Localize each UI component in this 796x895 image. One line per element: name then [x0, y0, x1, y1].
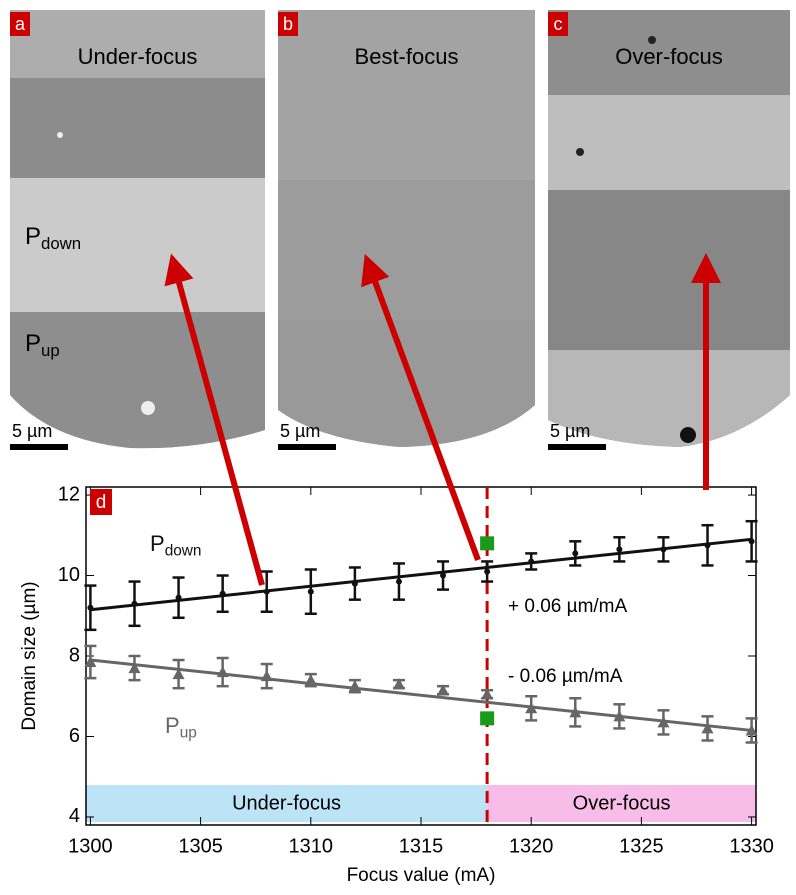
y-tick-label: 10 [58, 564, 80, 586]
point [176, 595, 182, 601]
slope-label: + 0.06 µm/mA [508, 596, 628, 617]
panel-title: Best-focus [355, 44, 459, 69]
fit-line [90, 660, 751, 730]
image-c [548, 10, 790, 450]
chart: Under-focus Over-focus 1300 1305 1310 1315 132… [19, 483, 774, 886]
y-axis-label: Domain size (µm) [19, 581, 40, 730]
series-label-sub: up [180, 725, 197, 742]
region-label: Over-focus [573, 792, 671, 814]
region-label: Under-focus [232, 792, 341, 814]
y-tick-label: 8 [69, 644, 80, 666]
domain-label-sub: down [41, 235, 81, 254]
scale-label: 5 µm [280, 421, 320, 441]
panel-title: Under-focus [78, 44, 198, 69]
x-tick-label: 1320 [509, 835, 554, 857]
slope-label: - 0.06 µm/mA [508, 666, 623, 687]
point [616, 546, 622, 552]
domain-label-main: P [25, 223, 41, 250]
marker [480, 711, 494, 725]
series-label-sub: down [165, 543, 202, 560]
series-label-main: P [165, 713, 180, 738]
point [308, 589, 314, 595]
point [352, 581, 358, 587]
point [261, 670, 273, 681]
point [660, 546, 666, 552]
panel-label: a [15, 14, 26, 34]
point [264, 589, 270, 595]
x-axis-label: Focus value (mA) [347, 865, 496, 886]
point [305, 674, 317, 685]
point [705, 542, 711, 548]
domain-label-main: P [25, 330, 41, 357]
panel-label: b [283, 14, 293, 34]
x-tick-label: 1300 [68, 835, 113, 857]
point [87, 605, 93, 611]
x-tick-label: 1325 [619, 835, 664, 857]
scale-label: 5 µm [550, 421, 590, 441]
point [220, 591, 226, 597]
point [349, 680, 361, 691]
series-label-main: P [150, 531, 165, 556]
point [396, 579, 402, 585]
domain-label-sub: up [41, 342, 60, 361]
x-tick-label: 1315 [399, 835, 444, 857]
y-tick-label: 4 [69, 805, 80, 827]
x-tick-label: 1305 [178, 835, 223, 857]
image-b [278, 10, 535, 450]
image-a [10, 10, 265, 452]
panel-label: c [554, 14, 563, 34]
panel-label: d [96, 492, 107, 513]
scale-label: 5 µm [12, 421, 52, 441]
marker [480, 536, 494, 550]
point [440, 573, 446, 579]
point [217, 666, 229, 677]
series-label: Pdown [150, 531, 201, 560]
point [749, 538, 755, 544]
point [131, 601, 137, 607]
scale-bar [278, 444, 336, 450]
plot-frame [86, 487, 756, 825]
y-tick-label: 6 [69, 725, 80, 747]
point [572, 550, 578, 556]
scale-bar [10, 444, 68, 450]
figure: aUnder-focus5 µmPdownPupbBest-focus5 µmc… [0, 0, 796, 890]
panel-title: Over-focus [615, 44, 723, 69]
x-tick-label: 1330 [729, 835, 774, 857]
y-tick-label: 12 [58, 483, 80, 505]
series-label: Pup [165, 713, 197, 742]
point [484, 569, 490, 575]
scale-bar [548, 444, 606, 450]
point [528, 558, 534, 564]
x-tick-label: 1310 [289, 835, 334, 857]
